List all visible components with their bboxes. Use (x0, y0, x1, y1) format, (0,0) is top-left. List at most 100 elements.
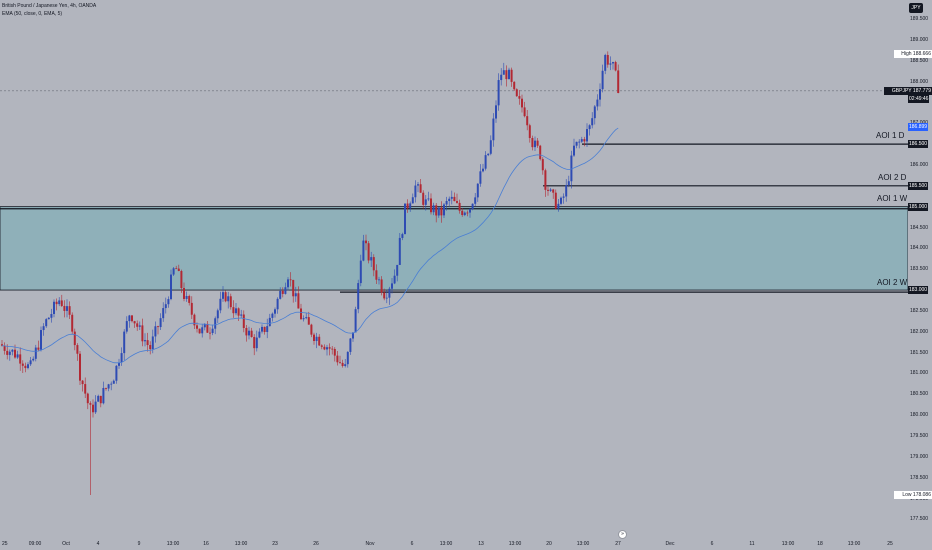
candle-body (294, 293, 297, 297)
time-tick-label: 18 (817, 541, 823, 547)
candle-body (180, 271, 183, 289)
time-tick-label: 09:00 (28, 541, 42, 547)
candle-body (541, 159, 544, 171)
candle-body (323, 346, 326, 350)
time-tick-label: 4 (96, 541, 100, 547)
currency-badge[interactable]: JPY (909, 3, 923, 13)
candle-body (456, 201, 458, 203)
candle-body (367, 243, 370, 261)
candle-body (289, 279, 292, 281)
candle-body (258, 331, 261, 338)
candle-body (393, 275, 396, 284)
candle-body (554, 192, 557, 209)
candle-body (224, 292, 227, 302)
weekly-aoi-zone (0, 206, 908, 291)
candle-body (575, 141, 578, 146)
candle-body (123, 331, 126, 354)
price-tick-label: 189.000 (910, 36, 929, 43)
candle-body (518, 96, 521, 99)
chart-pane[interactable]: British Pound / Japanese Yen, 4h, OANDA … (0, 0, 908, 538)
candle-body (372, 257, 375, 271)
symbol-title[interactable]: British Pound / Japanese Yen, 4h, OANDA (2, 3, 97, 9)
time-tick-label: 23 (272, 541, 278, 547)
candle-body (359, 260, 362, 284)
price-tick-label: 179.000 (910, 453, 929, 460)
price-tick-label: 189.500 (910, 16, 929, 22)
candle-body (557, 203, 560, 209)
time-tick-label: 27 (615, 541, 621, 547)
candle-body (596, 99, 599, 107)
candle-body (27, 364, 29, 369)
candle-body (531, 138, 534, 148)
chart-legend: British Pound / Japanese Yen, 4h, OANDA … (2, 2, 96, 18)
candle-body (346, 351, 349, 365)
level-price-tag: 186.500 (908, 140, 929, 149)
high-price-tag: High 188.666 (894, 49, 932, 58)
candle-body (16, 354, 19, 358)
candle-body (185, 295, 188, 299)
time-tick-label: 13:00 (439, 541, 453, 547)
candle-body (229, 296, 232, 308)
candle-body (107, 384, 110, 389)
candle-body (435, 205, 438, 216)
price-chart[interactable] (0, 0, 908, 538)
candle-body (136, 323, 139, 327)
price-tick-label: 182.500 (910, 307, 929, 314)
candle-body (471, 203, 474, 209)
time-tick-label: 13 (478, 541, 484, 547)
candle-body (21, 363, 24, 366)
candle-body (385, 297, 388, 299)
candle-body (242, 314, 245, 328)
time-axis[interactable]: 25 09:00 Oct 4 9 13:00 16 13:00 23 26 Nov 6 13:00 13 1… (0, 538, 908, 550)
candle-body (310, 324, 313, 335)
candle-body (489, 140, 492, 154)
price-axis[interactable]: 189.500189.000188.500188.000187.500187.0… (884, 0, 932, 550)
candle-body (515, 89, 518, 97)
candle-body (261, 326, 263, 332)
candle-body (588, 125, 591, 130)
candle-body (274, 309, 276, 314)
candle-body (94, 401, 97, 413)
candle-body (55, 301, 58, 305)
candle-body (76, 345, 79, 354)
candle-body (432, 205, 435, 213)
candle-body (47, 317, 50, 320)
candle-body (138, 325, 141, 327)
candle-body (219, 298, 222, 311)
candle-body (177, 268, 180, 272)
candle-body (313, 334, 315, 341)
candle-body (112, 380, 115, 384)
candle-body (450, 196, 453, 199)
candle-body (81, 380, 84, 385)
candle-body (482, 168, 484, 172)
candle-body (60, 300, 63, 306)
time-tick-label: 6 (410, 541, 414, 547)
candle-body (523, 107, 526, 117)
candle-body (263, 326, 266, 332)
price-tick-label: 181.000 (910, 370, 929, 377)
candle-body (37, 347, 40, 350)
ema-indicator-label[interactable]: EMA (50, close, 0, EMA, 5) (2, 11, 63, 17)
candle-body (190, 302, 193, 315)
candle-body (479, 171, 482, 184)
candle-body (591, 118, 594, 126)
candle-body (211, 328, 214, 334)
candle-body (378, 279, 380, 281)
candle-body (614, 62, 617, 71)
candle-body (528, 125, 531, 139)
candle-body (6, 350, 9, 355)
ema-value-tag: 186.899 (908, 123, 929, 132)
candle-body (240, 314, 243, 316)
price-tick-label: 184.500 (910, 224, 929, 231)
candle-body (42, 326, 45, 331)
candle-body (271, 313, 274, 318)
candle-body (404, 203, 406, 235)
go-to-realtime-button[interactable]: » (618, 530, 627, 539)
candle-body (461, 210, 464, 216)
candle-body (203, 323, 206, 328)
candle-body (380, 279, 383, 293)
candle-body (66, 306, 68, 311)
candle-body (570, 155, 573, 182)
aoi-2-w-label: AOI 2 W (877, 278, 908, 287)
candle-body (157, 326, 159, 328)
